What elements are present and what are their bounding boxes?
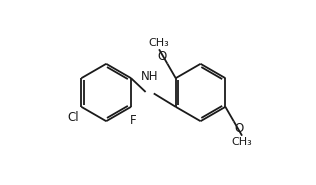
Text: F: F [130, 114, 136, 127]
Text: Cl: Cl [67, 111, 79, 124]
Text: O: O [157, 50, 167, 63]
Text: CH₃: CH₃ [232, 137, 252, 147]
Text: O: O [235, 122, 244, 135]
Text: NH: NH [141, 70, 158, 83]
Text: CH₃: CH₃ [149, 38, 169, 48]
